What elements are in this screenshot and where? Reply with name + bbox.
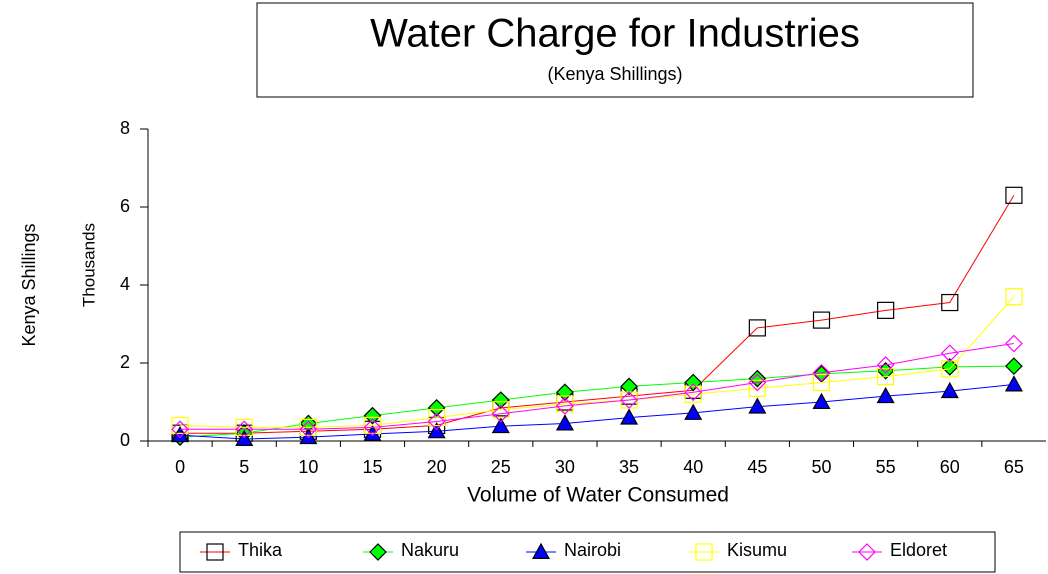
marker xyxy=(556,397,574,415)
legend-label: Nairobi xyxy=(564,540,621,560)
legend-label: Kisumu xyxy=(727,540,787,560)
marker xyxy=(748,373,767,392)
marker xyxy=(877,368,895,386)
marker xyxy=(812,363,831,382)
x-tick-label: 50 xyxy=(811,457,831,477)
marker xyxy=(812,311,831,329)
marker xyxy=(877,301,895,319)
series-line xyxy=(180,365,1014,438)
series-line xyxy=(180,195,1015,434)
marker xyxy=(858,543,876,561)
legend-label: Eldoret xyxy=(890,540,947,560)
marker xyxy=(235,420,254,439)
marker xyxy=(299,427,318,445)
marker xyxy=(876,386,895,404)
marker xyxy=(171,425,190,443)
x-tick-label: 35 xyxy=(619,457,639,477)
y-tick-label: 8 xyxy=(120,118,130,138)
marker xyxy=(876,356,895,374)
marker xyxy=(531,542,551,560)
marker xyxy=(940,358,959,376)
legend-box xyxy=(179,531,996,573)
series-line xyxy=(180,383,1014,440)
marker xyxy=(695,543,713,561)
title-box xyxy=(256,2,974,98)
marker xyxy=(369,543,387,561)
series-line xyxy=(180,343,1015,430)
marker xyxy=(427,399,446,417)
x-tick-label: 0 xyxy=(175,457,185,477)
marker xyxy=(427,412,446,431)
marker xyxy=(556,395,574,413)
marker xyxy=(1005,288,1023,306)
y-tick-label: 4 xyxy=(120,274,130,294)
chart-title: Water Charge for Industries xyxy=(370,12,860,56)
x-tick-label: 40 xyxy=(683,457,703,477)
marker xyxy=(748,369,767,388)
y-tick-label: 6 xyxy=(120,196,130,216)
marker xyxy=(620,391,638,409)
legend-label: Thika xyxy=(238,540,283,560)
marker xyxy=(206,543,224,561)
marker xyxy=(299,420,318,439)
x-tick-label: 45 xyxy=(747,457,767,477)
marker xyxy=(235,429,254,447)
marker xyxy=(428,409,446,427)
marker xyxy=(1004,375,1023,392)
marker xyxy=(940,344,959,363)
marker xyxy=(684,403,703,420)
x-tick-label: 60 xyxy=(940,457,960,477)
x-tick-label: 15 xyxy=(362,457,382,477)
series-line xyxy=(180,296,1015,428)
marker xyxy=(555,414,574,431)
marker xyxy=(812,373,831,392)
marker xyxy=(620,408,639,425)
y-axis-label: Kenya Shillings xyxy=(19,223,39,346)
marker xyxy=(492,401,510,419)
x-tick-label: 10 xyxy=(298,457,318,477)
marker xyxy=(491,404,510,423)
marker xyxy=(171,420,189,439)
marker xyxy=(427,422,446,439)
chart-subtitle: (Kenya Shillings) xyxy=(547,64,682,84)
marker xyxy=(299,418,317,436)
marker xyxy=(684,373,703,392)
x-tick-label: 20 xyxy=(427,457,447,477)
x-axis-label: Volume of Water Consumed xyxy=(467,484,729,507)
marker xyxy=(491,416,510,434)
y-tick-label: 0 xyxy=(120,430,130,450)
marker xyxy=(363,416,382,434)
legend-label: Nakuru xyxy=(401,540,459,560)
marker xyxy=(1005,334,1023,353)
marker xyxy=(491,391,510,409)
marker xyxy=(684,383,703,402)
x-tick-label: 5 xyxy=(239,457,249,477)
marker xyxy=(812,392,831,409)
marker xyxy=(748,397,767,414)
marker xyxy=(684,385,702,403)
x-tick-label: 30 xyxy=(555,457,575,477)
marker xyxy=(748,319,766,337)
marker xyxy=(941,293,959,312)
marker xyxy=(363,406,382,425)
marker xyxy=(363,418,382,437)
marker xyxy=(748,379,766,397)
marker xyxy=(940,381,959,399)
marker xyxy=(1005,357,1023,375)
x-tick-label: 25 xyxy=(491,457,511,477)
marker xyxy=(620,377,638,396)
x-tick-label: 65 xyxy=(1004,457,1024,477)
y-axis-unit: Thousands xyxy=(79,223,98,307)
x-tick-label: 55 xyxy=(876,457,896,477)
y-tick-label: 2 xyxy=(120,352,130,372)
marker xyxy=(235,418,253,436)
marker xyxy=(1005,186,1023,204)
marker xyxy=(171,416,189,434)
